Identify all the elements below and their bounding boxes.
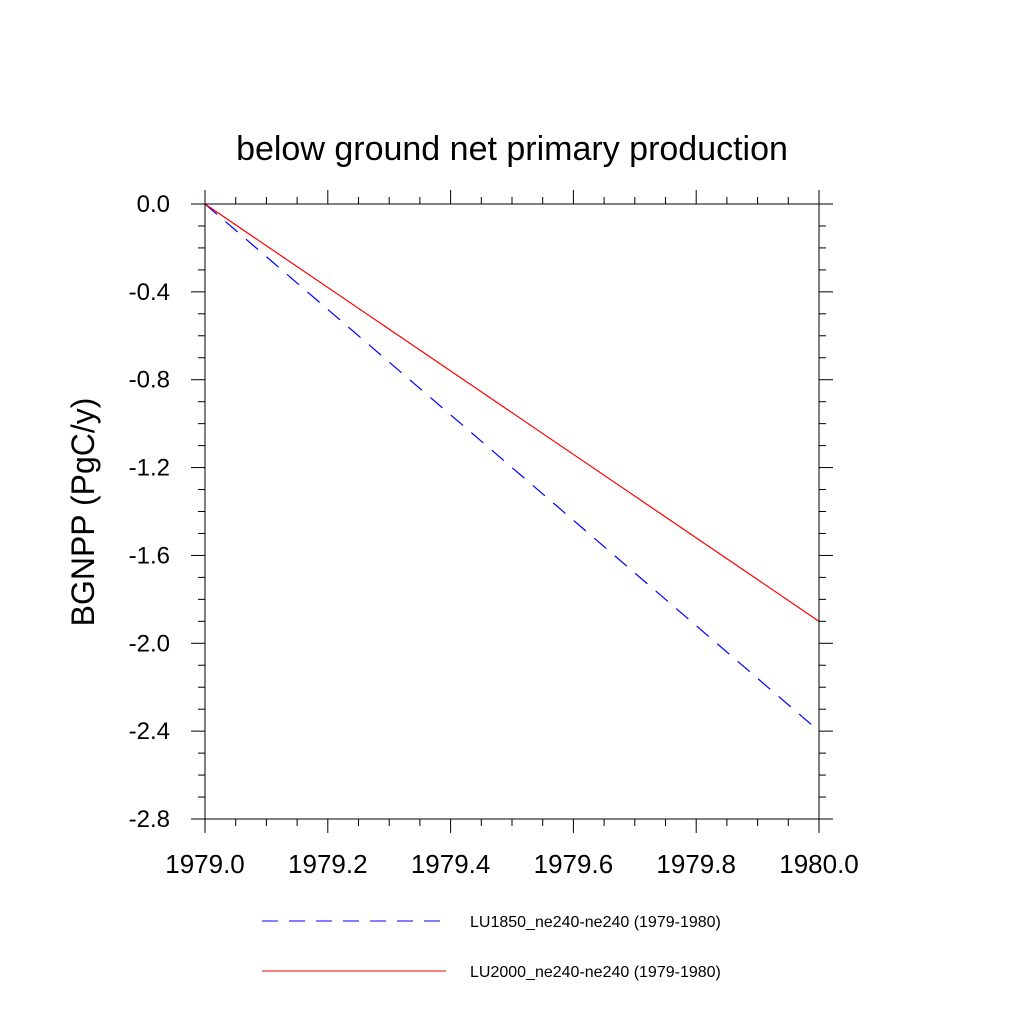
legend: LU1850_ne240-ne240 (1979-1980) LU2000_ne2…	[262, 914, 721, 981]
legend-label-1: LU1850_ne240-ne240 (1979-1980)	[470, 914, 721, 931]
x-tick-label: 1979.8	[656, 849, 736, 879]
y-tick-label: -2.8	[129, 806, 170, 833]
plot-frame	[204, 203, 820, 820]
x-tick-label: 1979.2	[288, 849, 368, 879]
series-line-2	[204, 203, 820, 622]
x-tick-label: 1979.6	[534, 849, 614, 879]
y-tick-label: -0.8	[129, 367, 170, 394]
series-line-1	[204, 203, 820, 732]
legend-label-2: LU2000_ne240-ne240 (1979-1980)	[470, 964, 721, 981]
axis-ticks: 1979.0 1979.2 1979.4 1979.6 1979.8 1980.0 0.0 -…	[129, 190, 859, 879]
plot-series	[204, 203, 820, 732]
y-tick-label: -2.4	[129, 718, 170, 745]
x-tick-label: 1979.0	[165, 849, 245, 879]
y-tick-label: 0.0	[137, 191, 170, 218]
y-tick-label: -1.6	[129, 542, 170, 569]
x-tick-label: 1980.0	[779, 849, 859, 879]
y-axis-label: BGNPP (PgC/y)	[65, 398, 101, 627]
chart-title: below ground net primary production	[236, 130, 788, 168]
x-tick-label: 1979.4	[411, 849, 491, 879]
y-tick-label: -2.0	[129, 630, 170, 657]
y-tick-label: -1.2	[129, 455, 170, 482]
y-tick-label: -0.4	[129, 279, 170, 306]
